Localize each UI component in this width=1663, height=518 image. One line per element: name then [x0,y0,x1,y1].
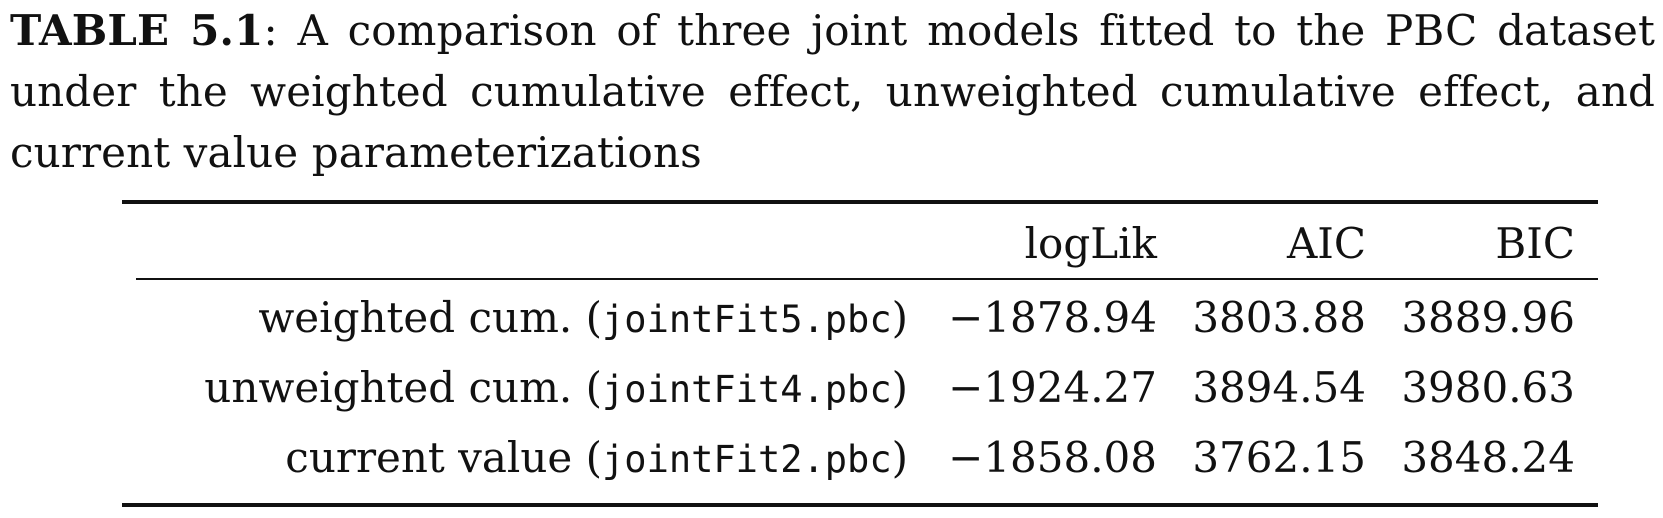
header-loglik: logLik [1024,219,1157,268]
cell-aic: 3803.88 [1192,293,1366,342]
header-bic: BIC [1495,219,1575,268]
model-object: jointFit4.pbc [602,368,892,411]
model-name: unweighted cum. [204,363,573,412]
table-bottom-rule [122,503,1598,507]
cell-aic: 3762.15 [1192,433,1366,482]
model-name: current value [285,433,573,482]
cell-aic: 3894.54 [1192,363,1366,412]
header-aic: AIC [1286,219,1366,268]
table-row-label: current value (jointFit2.pbc) [285,433,908,482]
caption-text: : A comparison of three joint models fit… [10,6,1655,177]
cell-bic: 3980.63 [1401,363,1575,412]
table-number: TABLE 5.1 [10,6,264,55]
table-top-rule [122,200,1598,204]
table-row-label: unweighted cum. (jointFit4.pbc) [204,363,908,412]
model-name: weighted cum. [258,293,573,342]
cell-loglik: −1878.94 [948,293,1157,342]
table-header-rule [136,278,1598,280]
cell-loglik: −1858.08 [948,433,1157,482]
table-row-label: weighted cum. (jointFit5.pbc) [258,293,908,342]
cell-bic: 3848.24 [1401,433,1575,482]
model-object: jointFit5.pbc [602,298,892,341]
table-caption: TABLE 5.1: A comparison of three joint m… [10,0,1655,183]
model-object: jointFit2.pbc [602,438,892,481]
cell-bic: 3889.96 [1401,293,1575,342]
cell-loglik: −1924.27 [948,363,1157,412]
